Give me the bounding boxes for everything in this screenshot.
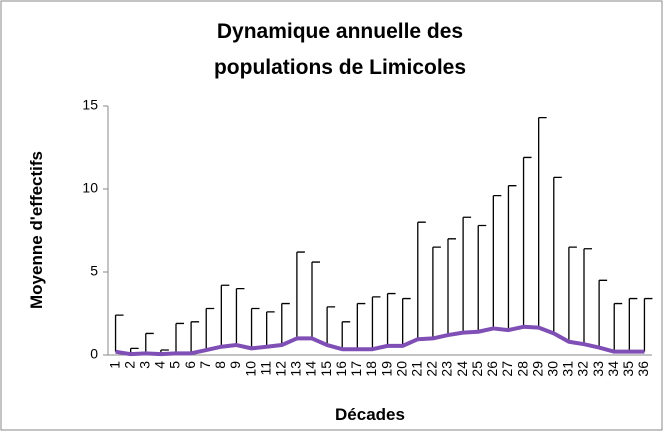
x-tick-label: 8	[212, 361, 228, 369]
x-tick-label: 24	[454, 361, 470, 377]
x-tick-label: 7	[197, 361, 213, 369]
error-bar	[613, 302, 623, 352]
error-bar	[250, 307, 260, 349]
y-tick-label: 5	[90, 263, 98, 279]
x-tick-label: 27	[499, 361, 515, 377]
x-tick-label: 20	[393, 361, 409, 377]
x-tick-label: 34	[605, 361, 621, 377]
error-bar	[583, 248, 592, 345]
error-bar	[296, 251, 305, 339]
x-tick-label: 12	[272, 361, 288, 377]
y-tick-label: 10	[82, 180, 98, 196]
error-bar	[281, 302, 290, 346]
error-bar	[507, 185, 517, 331]
x-tick-label: 23	[439, 361, 455, 377]
x-tick-label: 19	[378, 361, 394, 377]
y-tick-label: 15	[82, 97, 98, 113]
error-bar	[568, 246, 577, 342]
x-tick-label: 21	[408, 361, 424, 377]
error-bar	[326, 306, 336, 346]
x-tick-label: 13	[288, 361, 304, 377]
error-bar	[522, 156, 532, 327]
x-tick-label: 10	[242, 361, 258, 377]
error-bar	[432, 246, 441, 339]
error-bar	[235, 287, 245, 346]
x-tick-label: 25	[469, 361, 485, 377]
x-tick-label: 3	[136, 361, 152, 369]
x-tick-label: 1	[106, 361, 122, 369]
x-tick-label: 16	[333, 361, 349, 377]
x-tick-label: 2	[121, 361, 137, 369]
x-tick-label: 18	[363, 361, 379, 377]
error-bar	[341, 321, 351, 350]
error-bar	[643, 297, 653, 352]
x-tick-label: 28	[514, 361, 530, 377]
error-bar	[145, 332, 154, 354]
error-bar	[492, 194, 502, 329]
error-bar	[628, 297, 638, 352]
error-bar	[356, 302, 366, 350]
error-bar	[402, 297, 411, 346]
x-axis-title: Décades	[335, 405, 405, 424]
x-tick-label: 36	[635, 361, 651, 377]
x-tick-label: 15	[318, 361, 334, 377]
error-bar	[598, 279, 608, 348]
y-tick-label: 0	[90, 346, 98, 362]
error-bar	[447, 238, 456, 336]
x-tick-label: 32	[575, 361, 591, 377]
error-bar	[477, 224, 487, 332]
x-tick-label: 14	[303, 361, 319, 377]
y-axis-title: Moyenne d'effectifs	[27, 151, 46, 309]
error-bar	[538, 116, 547, 328]
error-bar	[114, 314, 124, 352]
chart-title: Dynamique annuelle des	[217, 20, 463, 43]
x-tick-label: 6	[182, 361, 198, 369]
error-bar	[462, 216, 472, 333]
x-tick-label: 4	[152, 361, 168, 369]
error-bar	[175, 322, 184, 354]
x-tick-label: 30	[544, 361, 560, 377]
x-tick-label: 31	[560, 361, 576, 377]
error-bar	[220, 284, 230, 347]
x-tick-label: 5	[167, 361, 183, 369]
chart-title: populations de Limicoles	[214, 56, 466, 79]
x-tick-label: 26	[484, 361, 500, 377]
line	[115, 324, 645, 357]
x-tick-label: 22	[424, 361, 440, 377]
x-tick-label: 9	[227, 361, 243, 369]
error-bar	[205, 307, 215, 351]
error-bar	[311, 261, 320, 339]
error-bar	[386, 292, 396, 346]
x-tick-label: 35	[620, 361, 636, 377]
x-tick-label: 33	[590, 361, 606, 377]
x-tick-label: 29	[529, 361, 545, 377]
error-bar	[553, 176, 562, 334]
x-tick-label: 11	[257, 361, 273, 376]
error-bar	[371, 296, 381, 350]
x-tick-label: 17	[348, 361, 364, 377]
error-bar	[266, 311, 275, 347]
error-bar	[417, 221, 426, 340]
error-bar	[190, 321, 200, 354]
